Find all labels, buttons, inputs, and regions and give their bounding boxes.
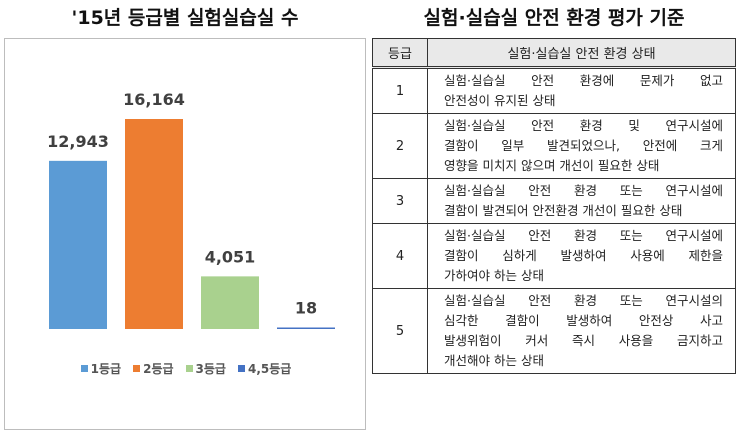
legend-label: 4,5등급 bbox=[247, 361, 292, 376]
description-line: 가하여야 하는 상태 bbox=[444, 268, 544, 283]
table-row: 2 실험·실습실 안전 환경 및 연구시설에 결함이 일부 발견되었으나, 안전에 … bbox=[372, 113, 736, 179]
description-line: 실험·실습실 안전 환경 또는 연구시설에 bbox=[444, 183, 723, 198]
chart-legend: 1등급 2등급 3등급 4,5등급 bbox=[5, 357, 367, 379]
legend-swatch bbox=[185, 364, 193, 372]
description-line: 실험·실습실 안전 환경 또는 연구시설의 bbox=[444, 293, 723, 308]
table-row: 5 실험·실습실 안전 환경 또는 연구시설의 심각한 결함이 발생하여 안전상 사… bbox=[372, 288, 736, 374]
description-line: 실험·실습실 안전 환경에 문제가 없고 bbox=[444, 73, 723, 88]
grade-cell: 3 bbox=[372, 178, 428, 224]
table-row: 3 실험·실습실 안전 환경 또는 연구시설에 결함이 발견되어 안전환경 개선이 … bbox=[372, 178, 736, 224]
grade-cell: 4 bbox=[372, 223, 428, 289]
bar-1 bbox=[49, 160, 107, 329]
legend-label: 3등급 bbox=[195, 361, 226, 376]
chart-title: '15년 등급별 실험실습실 수 bbox=[71, 7, 299, 29]
table-title: 실험·실습실 안전 환경 평가 기준 bbox=[423, 7, 685, 29]
grade-cell: 5 bbox=[372, 288, 428, 374]
legend-item-1: 1등급 bbox=[80, 360, 122, 377]
description-line: 실험·실습실 안전 환경 또는 연구시설에 bbox=[444, 228, 723, 243]
legend-label: 2등급 bbox=[143, 361, 174, 376]
legend-item-4: 4,5등급 bbox=[237, 360, 292, 377]
description-line: 결함이 심하게 발생하여 사용에 제한을 bbox=[444, 248, 723, 263]
bar-value-label-2: 16,164 bbox=[123, 90, 185, 109]
legend-item-3: 3등급 bbox=[185, 360, 226, 377]
legend-item-2: 2등급 bbox=[133, 360, 174, 377]
safety-standard-table: 등급 실험·실습실 안전 환경 상태 1 실험·실습실 안전 환경에 문제가 없고… bbox=[372, 38, 736, 374]
bar-4 bbox=[277, 327, 335, 329]
description-line: 결함이 일부 발견되었으나, 안전에 크게 bbox=[444, 138, 723, 153]
legend-swatch bbox=[80, 364, 88, 372]
bar-value-label-3: 4,051 bbox=[205, 247, 256, 266]
table-row: 4 실험·실습실 안전 환경 또는 연구시설에 결함이 심하게 발생하여 사용에 제… bbox=[372, 223, 736, 289]
table-header-row: 등급 실험·실습실 안전 환경 상태 bbox=[372, 38, 736, 69]
chart-panel: 12,943 16,164 4,051 18 1등급 2등급 3등급 4,5등급 bbox=[4, 38, 366, 430]
bar-value-label-1: 12,943 bbox=[47, 132, 109, 151]
description-line: 심각한 결함이 발생하여 안전상 사고 bbox=[444, 313, 723, 328]
bar-3 bbox=[201, 276, 259, 329]
legend-swatch bbox=[133, 364, 141, 372]
description-line: 발생위험이 커서 즉시 사용을 금지하고 bbox=[444, 333, 723, 348]
legend-label: 1등급 bbox=[90, 361, 122, 376]
description-line: 안전성이 유지된 상태 bbox=[444, 93, 556, 108]
header-grade: 등급 bbox=[372, 38, 428, 69]
grade-cell: 2 bbox=[372, 113, 428, 179]
grade-cell: 1 bbox=[372, 67, 428, 114]
description-line: 개선해야 하는 상태 bbox=[444, 353, 544, 368]
description-line: 결함이 발견되어 안전환경 개선이 필요한 상태 bbox=[444, 203, 683, 218]
description-line: 영향을 미치지 않으며 개선이 필요한 상태 bbox=[444, 158, 660, 173]
legend-swatch bbox=[237, 364, 245, 372]
bar-value-label-4: 18 bbox=[295, 299, 317, 318]
description-line: 실험·실습실 안전 환경 및 연구시설에 bbox=[444, 118, 723, 133]
bar-2 bbox=[125, 119, 183, 329]
bar-chart: 12,943 16,164 4,051 18 bbox=[47, 90, 335, 329]
header-state: 실험·실습실 안전 환경 상태 bbox=[427, 38, 736, 69]
table-row: 1 실험·실습실 안전 환경에 문제가 없고 안전성이 유지된 상태 bbox=[372, 67, 736, 114]
